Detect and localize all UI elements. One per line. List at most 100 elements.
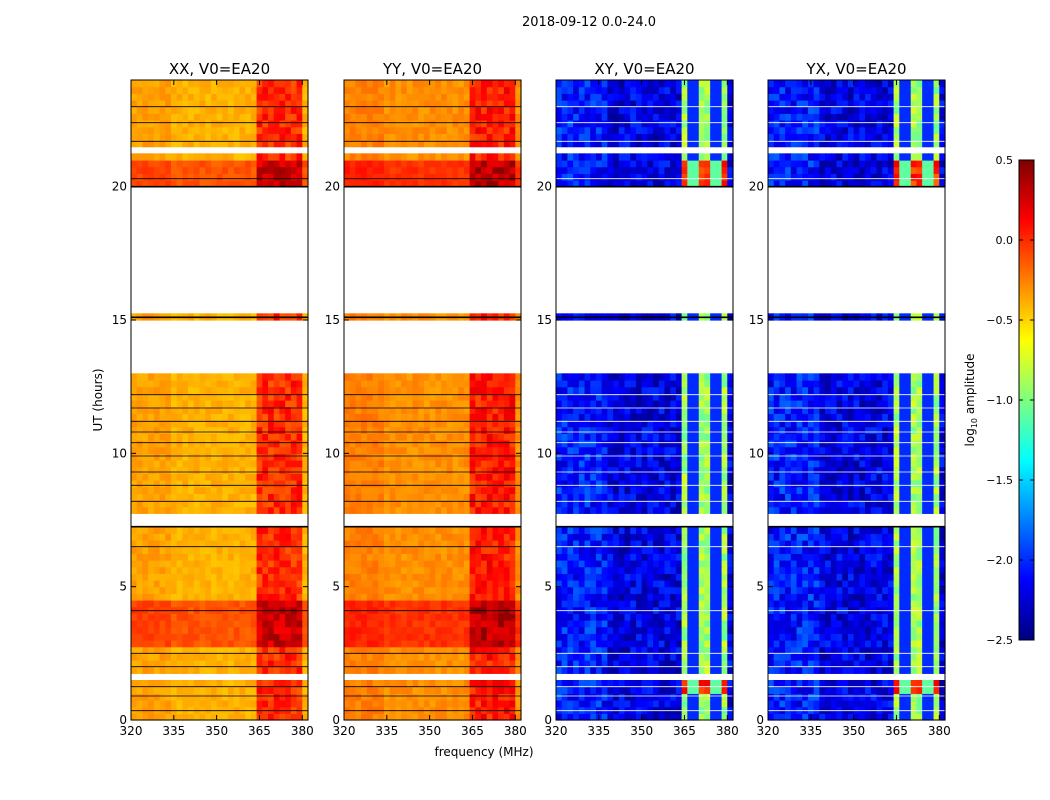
heatmap-cell [285,386,292,394]
heatmap-cell [401,126,408,134]
heatmap-cell [573,586,580,594]
heatmap-cell [481,380,488,388]
heatmap-cell [378,446,385,454]
heatmap-cell [228,686,235,694]
heatmap-cell [429,113,436,121]
heatmap-cell [153,546,161,554]
heatmap-cell [182,566,189,574]
heatmap-cell [256,613,263,621]
heatmap-cell [509,566,516,574]
heatmap-cell [131,393,138,401]
heatmap-cell [176,500,183,508]
heatmap-cell [355,533,362,541]
heatmap-cell [222,560,229,568]
heatmap-cell [635,633,643,641]
heatmap-cell [670,660,677,668]
heatmap-cell [250,133,258,141]
heatmap-cell [556,680,563,688]
heatmap-cell [406,113,414,121]
heatmap-cell [446,413,454,421]
heatmap-cell [165,660,172,668]
heatmap-cell [492,453,499,461]
heatmap-cell [159,433,166,441]
heatmap-cell [159,680,166,688]
heatmap-cell [233,533,241,541]
heatmap-cell [250,540,258,548]
heatmap-cell [721,680,728,688]
heatmap-cell [170,400,178,408]
heatmap-cell [635,620,643,628]
heatmap-cell [170,440,178,448]
heatmap-cell [210,506,218,514]
heatmap-cell [344,406,351,414]
heatmap-cell [228,566,235,574]
x-tick-label: 350 [418,724,441,738]
heatmap-cell [250,600,258,608]
heatmap-cell [131,140,138,148]
heatmap-cell [136,86,144,94]
heatmap-cell [199,460,206,468]
heatmap-cell [383,473,391,481]
heatmap-cell [503,713,511,721]
heatmap-cell [372,420,379,428]
heatmap-cell [418,113,425,121]
heatmap-cell [372,140,379,148]
heatmap-cell [613,580,620,588]
heatmap-cell [250,160,258,168]
heatmap-cell [624,646,631,654]
heatmap-cell [302,493,309,501]
heatmap-cell [435,540,442,548]
heatmap-cell [273,400,281,408]
heatmap-cell [239,526,246,534]
heatmap-cell [395,586,402,594]
heatmap-cell [233,680,241,688]
heatmap-cell [475,113,482,121]
heatmap-cell [136,526,144,534]
heatmap-cell [383,486,391,494]
heatmap-cell [383,133,391,141]
heatmap-cell [378,640,385,648]
heatmap-cell [401,406,408,414]
heatmap-cell [349,553,357,561]
heatmap-cell [205,666,212,674]
heatmap-cell [475,546,482,554]
heatmap-cell [395,573,402,581]
heatmap-cell [556,560,563,568]
heatmap-cell [423,413,431,421]
heatmap-cell [556,586,563,594]
heatmap-cell [302,380,309,388]
heatmap-cell [556,613,563,621]
heatmap-cell [418,153,425,161]
heatmap-cell [136,133,144,141]
heatmap-cell [361,386,368,394]
heatmap-cell [401,633,408,641]
heatmap-cell [486,380,494,388]
heatmap-cell [435,546,442,554]
heatmap-cell [498,453,505,461]
heatmap-cell [452,80,459,88]
heatmap-cell [165,180,172,188]
heatmap-cell [222,573,229,581]
heatmap-cell [285,406,292,414]
heatmap-cell [584,640,591,648]
heatmap-cell [372,686,379,694]
heatmap-cell [469,380,476,388]
heatmap-cell [250,653,258,661]
heatmap-cell [344,653,351,661]
heatmap-cell [148,460,155,468]
heatmap-cell [131,573,138,581]
heatmap-cell [142,140,149,148]
heatmap-cell [486,626,494,634]
heatmap-cell [250,580,258,588]
heatmap-cell [148,380,155,388]
heatmap-cell [556,633,563,641]
heatmap-cell [481,173,488,181]
heatmap-cell [136,120,144,128]
heatmap-cell [561,633,569,641]
heatmap-cell [452,500,459,508]
heatmap-cell [383,580,391,588]
heatmap-cell [188,166,195,174]
heatmap-cell [233,500,241,508]
heatmap-cell [383,120,391,128]
heatmap-cell [498,160,505,168]
